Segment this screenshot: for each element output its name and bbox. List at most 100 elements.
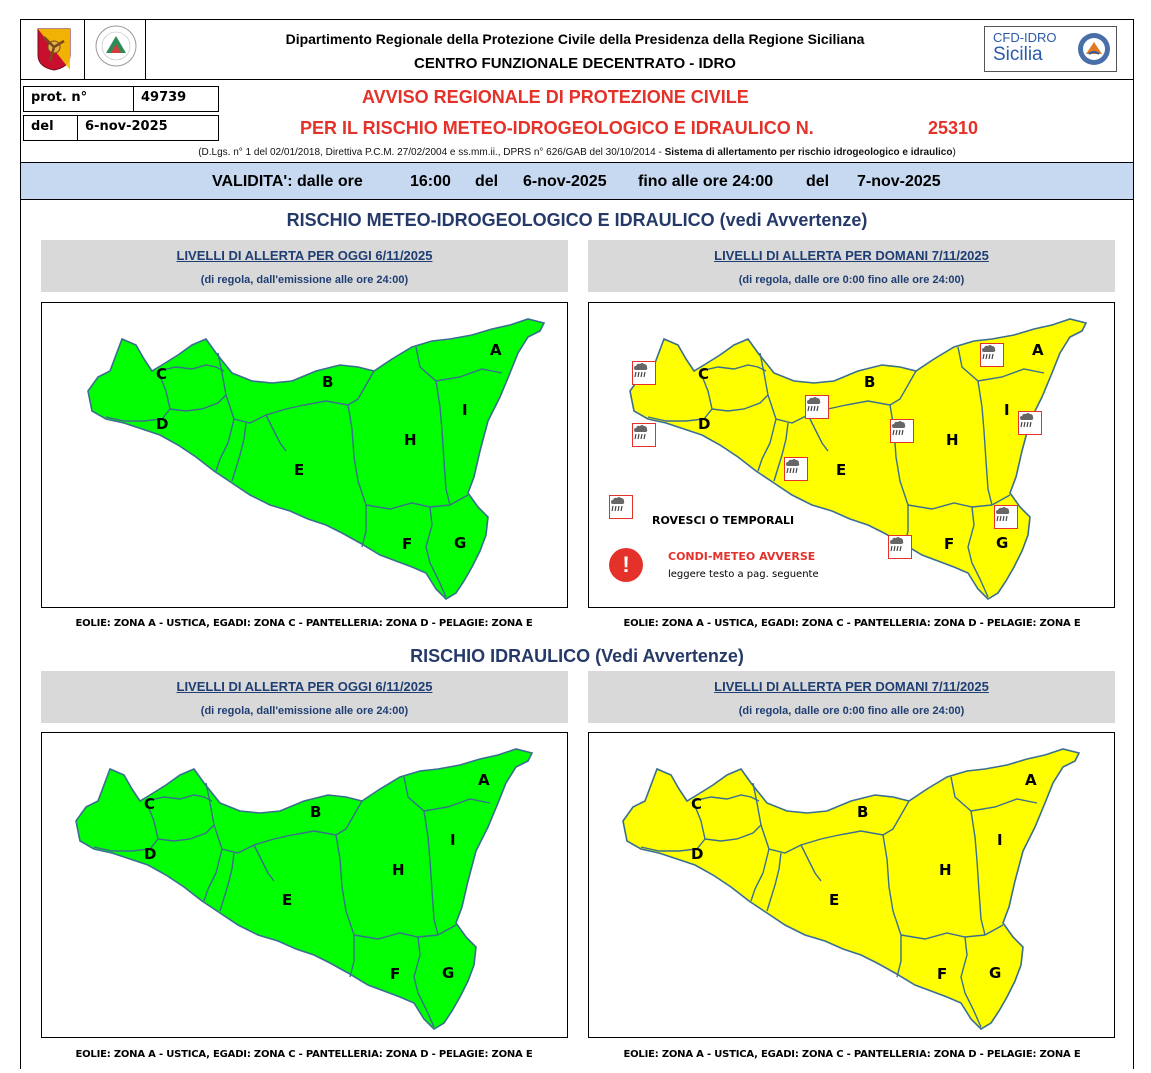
zone-boundary xyxy=(403,776,491,812)
legend-storms-label: ROVESCI O TEMPORALI xyxy=(652,514,795,527)
panel-heading-tomorrow: LIVELLI DI ALLERTA PER DOMANI 7/11/2025 … xyxy=(588,240,1115,292)
zone-boundary xyxy=(145,794,213,802)
storm-icon xyxy=(632,361,656,385)
zone-boundary xyxy=(766,852,782,912)
center-name: CENTRO FUNZIONALE DECENTRATO - IDRO xyxy=(414,55,736,72)
panel-heading-text: LIVELLI DI ALLERTA PER OGGI 6/11/2025 xyxy=(176,248,433,263)
zone-label-c: C xyxy=(691,795,702,813)
zone-boundary xyxy=(950,776,1038,812)
zone-boundary xyxy=(415,346,503,382)
zone-boundary xyxy=(217,352,375,424)
panel-heading-tomorrow: LIVELLI DI ALLERTA PER DOMANI 7/11/2025 … xyxy=(588,671,1115,723)
zone-label-i: I xyxy=(450,831,456,849)
sicily-map-svg: A B C D E F G H I xyxy=(87,318,546,601)
validity-from-date: 6-nov-2025 xyxy=(523,173,607,190)
zone-boundary xyxy=(752,782,910,854)
islands-note: EOLIE: ZONA A - USTICA, EGADI: ZONA C - … xyxy=(623,1049,1081,1060)
divider xyxy=(20,79,1134,80)
zone-boundary xyxy=(265,414,287,452)
storm-icon xyxy=(890,419,914,443)
panel-heading-text: LIVELLI DI ALLERTA PER DOMANI 7/11/2025 xyxy=(714,679,989,694)
zone-label-e: E xyxy=(829,891,839,909)
zone-boundary xyxy=(437,924,457,936)
storm-icon xyxy=(632,423,656,447)
zone-boundary xyxy=(413,936,435,1028)
zone-boundary xyxy=(105,370,171,422)
zone-label-c: C xyxy=(156,365,167,383)
sicily-region-shape xyxy=(75,748,534,1031)
zone-boundary xyxy=(425,506,447,598)
zone-label-d: D xyxy=(156,415,168,433)
region-crest-icon xyxy=(36,27,72,71)
legal-text: (D.Lgs. n° 1 del 02/01/2018, Direttiva P… xyxy=(198,147,665,158)
sicily-map-idraulico-tomorrow: A B C D E F G H I xyxy=(588,732,1115,1038)
zone-boundary xyxy=(231,422,247,482)
zone-label-a: A xyxy=(1025,771,1037,789)
page-frame xyxy=(20,19,1134,1069)
sicily-region-shape xyxy=(622,748,1081,1031)
avviso-subtitle: PER IL RISCHIO METEO-IDROGEOLOGICO E IDR… xyxy=(300,118,814,138)
legal-bold-text: Sistema di allertamento per rischio idro… xyxy=(664,147,953,158)
zone-label-h: H xyxy=(404,431,417,449)
validity-from-time: 16:00 xyxy=(410,173,451,190)
zone-label-c: C xyxy=(698,365,709,383)
zone-boundary xyxy=(699,364,767,372)
sicily-map-svg: A B C D E F G H I xyxy=(622,748,1081,1031)
islands-note: EOLIE: ZONA A - USTICA, EGADI: ZONA C - … xyxy=(75,1049,533,1060)
zone-boundary xyxy=(704,824,762,842)
zone-label-f: F xyxy=(944,535,954,553)
validity-to-del: del xyxy=(806,173,830,190)
panel-heading-today: LIVELLI DI ALLERTA PER OGGI 6/11/2025 (d… xyxy=(41,240,568,292)
zone-boundary xyxy=(960,936,982,1028)
sicily-map-meteo-tomorrow: A B C D E F G H I ROVESCI O TEMPORALI ! CONDI-ME… xyxy=(588,302,1115,608)
zone-boundary xyxy=(423,810,439,936)
zone-boundary xyxy=(435,380,451,506)
zone-label-a: A xyxy=(490,341,502,359)
zone-label-e: E xyxy=(294,461,304,479)
storm-icon xyxy=(994,505,1018,529)
zone-boundary xyxy=(711,394,769,412)
zone-label-h: H xyxy=(946,431,959,449)
zone-label-e: E xyxy=(836,461,846,479)
zone-label-d: D xyxy=(144,845,156,863)
zone-label-i: I xyxy=(1004,401,1010,419)
protezione-civile-seal-icon xyxy=(94,24,138,68)
legend-adverse-title: CONDI-METEO AVVERSE xyxy=(668,550,816,563)
validity-label: VALIDITA': dalle ore xyxy=(212,173,363,190)
zone-boundary xyxy=(800,844,822,882)
zone-label-d: D xyxy=(691,845,703,863)
storm-icon xyxy=(609,495,633,519)
zone-boundary xyxy=(991,494,1011,506)
zone-boundary xyxy=(93,800,159,852)
sicily-map-idraulico-today: A B C D E F G H I xyxy=(41,732,568,1038)
panel-heading-today: LIVELLI DI ALLERTA PER OGGI 6/11/2025 (d… xyxy=(41,671,568,723)
validity-to-date: 7-nov-2025 xyxy=(857,173,941,190)
panel-heading-text: LIVELLI DI ALLERTA PER DOMANI 7/11/2025 xyxy=(714,248,989,263)
zone-boundary xyxy=(970,810,986,936)
section-title-meteo: RISCHIO METEO-IDROGEOLOGICO E IDRAULICO … xyxy=(286,210,868,230)
sicily-map-meteo-today: A B C D E F G H I xyxy=(41,302,568,608)
zone-label-c: C xyxy=(144,795,155,813)
zone-label-f: F xyxy=(390,965,400,983)
divider xyxy=(84,19,85,79)
panel-subheading-text: (di regola, dall'emissione alle ore 24:0… xyxy=(200,705,409,717)
zone-label-h: H xyxy=(939,861,952,879)
storm-icon xyxy=(1018,411,1042,435)
avviso-title: AVVISO REGIONALE DI PROTEZIONE CIVILE xyxy=(362,87,749,107)
sicily-map-svg: A B C D E F G H I xyxy=(75,748,534,1031)
validity-to-label: fino alle ore 24:00 xyxy=(638,173,774,190)
zone-label-b: B xyxy=(857,803,868,821)
prot-number: 49739 xyxy=(133,86,219,112)
zone-boundary xyxy=(807,414,829,452)
zone-boundary xyxy=(984,924,1004,936)
zone-boundary xyxy=(205,782,363,854)
panel-subheading-text: (di regola, dalle ore 0:00 fino alle ore… xyxy=(738,274,965,286)
panel-subheading-text: (di regola, dall'emissione alle ore 24:0… xyxy=(200,274,409,286)
zone-boundary xyxy=(692,794,760,802)
zone-boundary xyxy=(219,852,235,912)
zone-boundary xyxy=(157,824,215,842)
zone-boundary xyxy=(253,844,275,882)
zone-label-b: B xyxy=(310,803,321,821)
storm-icon xyxy=(980,343,1004,367)
zone-boundary xyxy=(773,422,789,482)
